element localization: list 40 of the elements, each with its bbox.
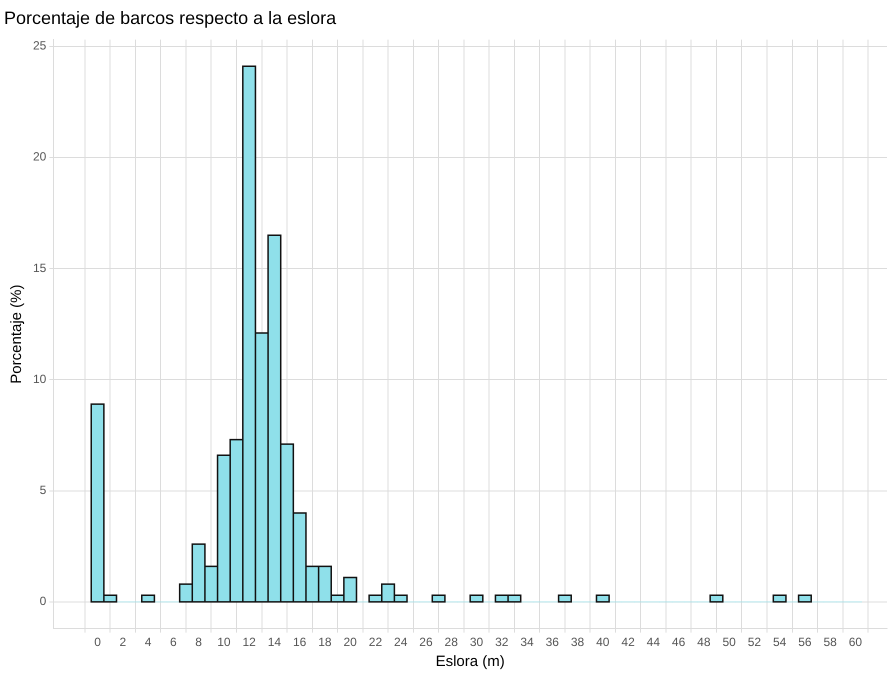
y-tick-label: 5	[40, 483, 47, 498]
x-tick-label: 54	[772, 635, 787, 650]
x-tick-label: 44	[646, 635, 660, 650]
x-tick-label: 18	[318, 635, 332, 650]
y-tick-label: 15	[32, 260, 47, 275]
x-tick-label: 16	[292, 635, 307, 650]
x-axis-title: Eslora (m)	[436, 653, 505, 670]
x-tick-label: 6	[170, 635, 177, 650]
y-tick-label: 10	[32, 372, 47, 386]
x-tick-label: 58	[823, 635, 838, 650]
x-tick-label: 22	[368, 635, 382, 650]
x-tick-label: 52	[748, 635, 762, 650]
x-tick-label: 40	[596, 635, 610, 650]
x-tick-label: 8	[195, 635, 202, 650]
x-tick-label: 48	[697, 635, 711, 650]
x-tick-label: 20	[344, 635, 358, 650]
x-tick-label: 34	[520, 635, 534, 650]
x-tick-label: 26	[419, 635, 433, 650]
x-tick-label: 36	[546, 635, 560, 650]
x-tick-label: 0	[94, 635, 102, 650]
x-tick-label: 60	[848, 635, 862, 650]
x-tick-label: 50	[722, 635, 736, 650]
x-tick-label: 42	[621, 635, 636, 650]
x-tick-label: 30	[470, 635, 484, 650]
y-axis-title: Porcentaje (%)	[8, 284, 26, 384]
x-tick-label: 4	[144, 635, 152, 650]
x-tick-label: 10	[217, 635, 231, 650]
chart-title: Porcentaje de barcos respecto a la eslora	[4, 8, 338, 28]
x-tick-label: 56	[798, 635, 812, 650]
x-tick-label: 14	[268, 635, 282, 650]
x-tick-label: 32	[495, 635, 509, 650]
y-tick-label: 25	[32, 38, 47, 53]
x-tick-label: 46	[672, 635, 686, 650]
y-tick-label: 0	[40, 594, 47, 608]
x-tick-label: 24	[394, 635, 408, 650]
x-tick-label: 28	[444, 635, 458, 650]
x-tick-label: 2	[119, 635, 126, 650]
x-tick-label: 38	[570, 635, 585, 650]
x-tick-label: 12	[242, 635, 256, 650]
y-tick-label: 20	[32, 150, 47, 164]
